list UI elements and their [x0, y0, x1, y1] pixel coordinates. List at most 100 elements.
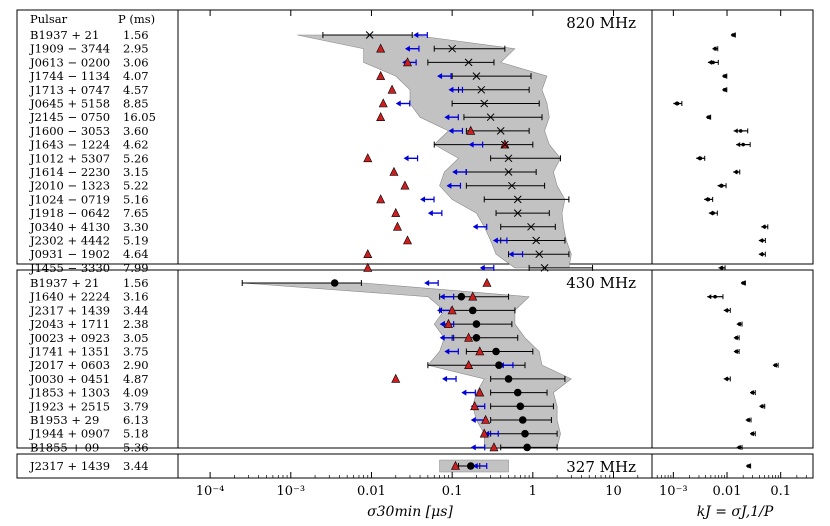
pulsar-name-label: J1853 + 1303 — [29, 386, 110, 400]
upper-limit-arrowhead — [508, 251, 514, 258]
pulsar-name-label: J1944 + 0907 — [29, 427, 110, 441]
estimate-cross — [508, 181, 516, 190]
kj-marker — [713, 46, 717, 51]
pulsar-name-label: J1600 − 3053 — [29, 124, 110, 138]
estimate-circle — [523, 443, 531, 452]
upper-limit-arrowhead — [444, 348, 450, 355]
panel-frame — [16, 269, 814, 449]
estimate-cross — [477, 85, 486, 94]
kj-marker — [760, 252, 764, 256]
kj-marker — [737, 445, 742, 450]
estimate-cross — [535, 250, 544, 259]
kj-marker — [737, 322, 742, 326]
kj-marker — [720, 183, 724, 188]
pulsar-name-label: J2017 + 0603 — [29, 358, 110, 372]
prediction-triangle — [443, 318, 453, 328]
pulsar-period-label: 3.44 — [123, 303, 149, 317]
kj-marker — [720, 266, 724, 270]
prediction-triangle — [489, 442, 499, 452]
estimate-cross — [472, 72, 481, 80]
pulsar-name-label: J2317 + 1439 — [29, 459, 110, 473]
kj-marker — [711, 211, 715, 215]
upper-limit-arrowhead — [448, 127, 454, 134]
pulsar-period-label: 5.22 — [123, 179, 149, 193]
kj-marker — [698, 156, 703, 161]
pulsar-period-label: 5.26 — [123, 151, 149, 165]
kj-marker — [706, 197, 711, 202]
pulsar-name-label: B1953 + 29 — [30, 413, 99, 427]
pulsar-period-label: 5.16 — [123, 192, 149, 206]
upper-limit-arrowhead — [427, 210, 433, 217]
pulsar-period-label: 8.85 — [123, 97, 149, 111]
estimate-circle — [466, 462, 475, 470]
x-tick-label: 0.01 — [357, 484, 386, 499]
x-tick-label: 10⁻³ — [276, 484, 305, 499]
upper-limit-arrowhead — [442, 375, 448, 382]
estimate-cross — [480, 99, 489, 108]
pulsar-period-label: 3.75 — [123, 345, 149, 359]
upper-limit-arrowhead — [461, 389, 467, 396]
kj-marker — [711, 60, 715, 65]
pulsar-period-label: 7.99 — [123, 261, 149, 275]
labels-layer: 820 MHz B1937 + 21 1.56 J1909 − 3744 2.95 J06… — [29, 14, 636, 476]
x-tick-label: 1 — [529, 484, 537, 499]
kj-arrowhead — [736, 142, 741, 148]
pulsar-period-label: 2.90 — [123, 358, 149, 372]
upper-limit-arrowhead — [470, 417, 476, 423]
estimate-cross — [513, 209, 522, 217]
prediction-triangle — [479, 428, 489, 438]
upper-limit-arrowhead — [439, 321, 445, 328]
kj-marker — [706, 115, 711, 119]
upper-limit-arrowhead — [424, 280, 430, 286]
kj-marker — [725, 308, 729, 313]
pulsar-period-label: 6.13 — [123, 413, 149, 427]
prediction-triangle — [470, 401, 480, 411]
column-header-period: P (ms) — [118, 12, 155, 26]
prediction-triangle — [475, 346, 485, 356]
prediction-triangle — [363, 262, 373, 272]
estimate-cross — [540, 264, 549, 272]
estimate-cross — [532, 236, 541, 245]
panel-frequency-label: 820 MHz — [566, 14, 636, 32]
panel-frequency-label: 430 MHz — [566, 274, 636, 292]
estimate-circle — [468, 306, 477, 315]
upper-limit-arrowhead — [452, 169, 458, 175]
kj-marker — [750, 390, 755, 395]
estimate-circle — [521, 429, 529, 438]
estimate-cross — [448, 44, 456, 53]
upper-limit-arrowhead — [479, 264, 485, 271]
pulsar-name-label: B1937 + 21 — [30, 28, 99, 42]
pulsar-name-label: J0023 + 0923 — [29, 331, 110, 345]
estimate-circle — [495, 361, 503, 370]
prediction-triangle — [464, 332, 474, 342]
upper-limit-arrowhead — [403, 155, 409, 162]
kj-marker — [734, 349, 739, 354]
kj-marker — [760, 404, 764, 409]
prediction-triangle — [387, 84, 397, 94]
pulsar-period-label: 5.18 — [123, 427, 149, 441]
pulsar-period-label: 4.09 — [123, 386, 149, 400]
pulsar-period-label: 5.19 — [123, 234, 149, 248]
pulsar-name-label: J1643 − 1224 — [29, 138, 110, 152]
pulsar-period-label: 3.16 — [123, 290, 149, 304]
upper-limit-arrowhead — [437, 307, 443, 314]
prediction-triangle — [403, 235, 413, 245]
pulsar-name-label: J2043 + 1711 — [29, 317, 110, 331]
prediction-triangle — [400, 180, 410, 190]
kj-marker — [738, 129, 743, 133]
pulsar-name-label: J0340 + 4130 — [29, 220, 110, 234]
kj-marker — [734, 336, 739, 340]
pulsar-period-label: 1.56 — [123, 28, 149, 42]
estimate-circle — [513, 388, 522, 397]
prediction-triangle — [450, 460, 460, 470]
prediction-triangle — [378, 98, 388, 108]
pulsar-name-label: J2302 + 4442 — [29, 234, 110, 248]
upper-limit-arrowhead — [448, 86, 454, 93]
estimate-cross — [464, 58, 473, 67]
kj-arrowhead — [707, 294, 712, 300]
prediction-triangle — [363, 249, 373, 259]
pulsar-name-label: B1937 + 21 — [30, 276, 99, 290]
estimate-circle — [330, 279, 339, 287]
prediction-triangle — [376, 43, 386, 53]
